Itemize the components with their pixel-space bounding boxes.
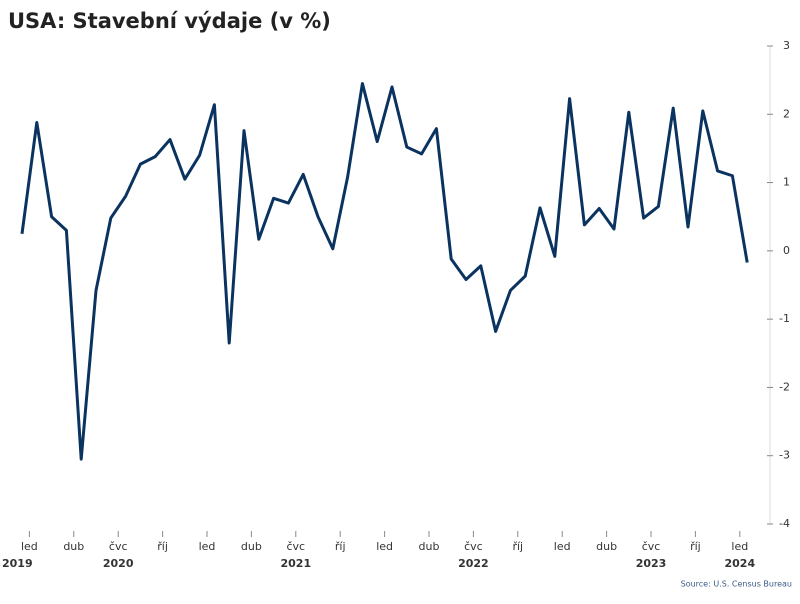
year-label: 2019 <box>2 557 33 570</box>
x-tick-label: led <box>731 540 748 553</box>
y-tick-label: -1 <box>779 312 790 325</box>
x-tick-label: čvc <box>109 540 128 553</box>
year-label: 2021 <box>280 557 311 570</box>
x-tick-label: dub <box>419 540 440 553</box>
x-tick-label: dub <box>596 540 617 553</box>
x-tick-label: říj <box>157 540 168 553</box>
y-tick-label: -3 <box>779 449 790 462</box>
y-tick-label: 2 <box>783 107 790 120</box>
x-tick-label: led <box>554 540 571 553</box>
x-tick-label: říj <box>512 540 523 553</box>
x-tick-label: čvc <box>464 540 483 553</box>
x-tick-label: dub <box>63 540 84 553</box>
x-tick-label: dub <box>241 540 262 553</box>
x-tick-label: led <box>376 540 393 553</box>
chart-title: USA: Stavební výdaje (v %) <box>8 9 331 33</box>
x-tick-label: říj <box>690 540 701 553</box>
x-tick-label: led <box>21 540 38 553</box>
x-tick-label: čvc <box>286 540 305 553</box>
data-line <box>20 82 749 461</box>
year-label: 2020 <box>103 557 134 570</box>
y-tick-label: -4 <box>779 517 790 530</box>
x-tick-label: čvc <box>642 540 661 553</box>
y-tick-label: 1 <box>783 176 790 189</box>
y-tick-label: -2 <box>779 380 790 393</box>
x-tick-label: říj <box>335 540 346 553</box>
year-label: 2022 <box>458 557 489 570</box>
year-label: 2024 <box>724 557 755 570</box>
year-label: 2023 <box>636 557 667 570</box>
source-note: Source: U.S. Census Bureau <box>681 580 792 589</box>
y-tick-label: 3 <box>783 39 790 52</box>
x-tick-label: led <box>199 540 216 553</box>
y-tick-label: 0 <box>783 244 790 257</box>
